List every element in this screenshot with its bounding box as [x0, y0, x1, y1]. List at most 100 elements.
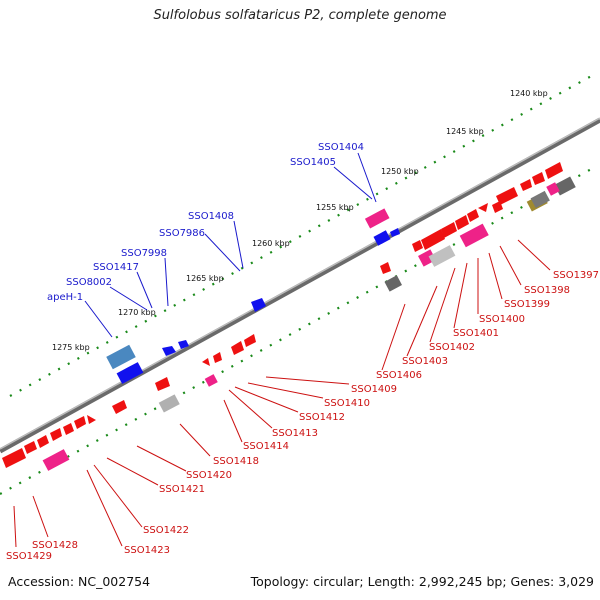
gene-label: SSO1428 — [32, 540, 78, 551]
callout-line — [84, 300, 113, 338]
gene-label: SSO1421 — [159, 484, 205, 495]
gene — [441, 222, 457, 238]
callout-line — [228, 389, 273, 429]
gene — [231, 341, 244, 355]
callout-line — [517, 239, 551, 271]
callout-line — [488, 252, 503, 300]
gene — [380, 262, 391, 274]
map-title: Sulfolobus solfataricus P2, complete gen… — [153, 8, 447, 23]
gene — [418, 249, 436, 267]
gene — [116, 362, 144, 384]
gene — [155, 377, 170, 391]
gene-label: SSO1397 — [553, 270, 599, 281]
gene — [202, 358, 210, 366]
gene-label: SSO1410 — [324, 398, 370, 409]
callout-line — [333, 166, 373, 200]
gene-label: SSO1429 — [6, 551, 52, 562]
gene — [112, 400, 127, 414]
gene-label: SSO1412 — [299, 412, 345, 423]
gene-label: SSO7986 — [159, 228, 205, 239]
callout-line — [86, 469, 123, 547]
gene — [178, 340, 189, 349]
gene — [373, 230, 391, 246]
callout-line — [381, 303, 406, 371]
callout-line — [247, 382, 324, 399]
gene — [74, 416, 86, 429]
gene-label: SSO1409 — [351, 384, 397, 395]
gene — [87, 415, 96, 424]
gene — [532, 172, 545, 185]
tick-label: 1260 kbp — [252, 239, 290, 248]
callout-line — [136, 445, 187, 472]
genome-backbone-highlight — [0, 117, 600, 450]
tick-label: 1250 kbp — [381, 167, 419, 176]
gene — [428, 245, 456, 267]
gene — [244, 334, 256, 347]
callout-line — [106, 457, 159, 486]
callout-line — [406, 285, 438, 357]
tick-label: 1275 kbp — [52, 343, 90, 352]
callout-line — [109, 286, 148, 311]
tick-label: 1265 kbp — [186, 274, 224, 283]
gene — [37, 435, 49, 448]
gene-label: SSO8002 — [66, 277, 112, 288]
gene-label: SSO1402 — [429, 342, 475, 353]
gene-label: SSO1401 — [453, 328, 499, 339]
gene-label: SSO1417 — [93, 262, 139, 273]
tick-label: 1240 kbp — [510, 89, 548, 98]
gene-label: SSO1420 — [186, 470, 232, 481]
gene — [213, 352, 222, 363]
callout-line — [32, 495, 49, 538]
callout-line — [357, 152, 377, 203]
callout-line — [429, 267, 456, 343]
gene-label: SSO1400 — [479, 314, 525, 325]
gene-label: SSO7998 — [121, 248, 167, 259]
tick-label: 1245 kbp — [446, 127, 484, 136]
gene-label: SSO1422 — [143, 525, 189, 536]
gene — [530, 190, 550, 209]
gene-label: SSO1414 — [243, 441, 289, 452]
gene-label: SSO1399 — [504, 299, 550, 310]
gene — [364, 208, 390, 229]
gene — [545, 162, 563, 179]
callout-line — [204, 233, 241, 272]
gene — [412, 240, 423, 252]
gene — [467, 209, 479, 222]
gene — [251, 298, 266, 312]
gene — [421, 229, 445, 250]
bottom-callouts — [13, 239, 551, 548]
gene-label: SSO1405 — [290, 157, 336, 168]
top-callouts — [84, 152, 377, 338]
gene — [158, 394, 180, 413]
callout-line — [13, 505, 17, 548]
callout-line — [164, 257, 169, 307]
tick-label: 1255 kbp — [316, 203, 354, 212]
callout-line — [179, 423, 211, 457]
gene — [455, 215, 469, 230]
genome-backbone — [0, 117, 600, 454]
gene-label: apeH-1 — [47, 292, 83, 303]
gene — [390, 228, 400, 237]
genome-summary-text: Topology: circular; Length: 2,992,245 bp… — [250, 574, 594, 589]
gene — [42, 449, 70, 471]
callout-line — [136, 271, 153, 309]
gene-label: SSO1404 — [318, 142, 364, 153]
gene — [478, 203, 488, 212]
tick-label: 1270 kbp — [118, 308, 156, 317]
accession-text: Accession: NC_002754 — [8, 574, 151, 589]
callout-line — [453, 262, 468, 329]
reverse-strand-genes — [2, 162, 576, 471]
gene — [162, 346, 176, 356]
gene-label: SSO1398 — [524, 285, 570, 296]
gene — [50, 428, 62, 441]
gene-label: SSO1403 — [402, 356, 448, 367]
gene — [546, 182, 560, 196]
gene — [24, 441, 37, 454]
gene-label: SSO1418 — [213, 456, 259, 467]
callout-line — [499, 245, 522, 286]
forward-strand-genes — [106, 208, 400, 384]
gene — [496, 187, 518, 205]
gene-label: SSO1406 — [376, 370, 422, 381]
callout-line — [265, 376, 350, 385]
